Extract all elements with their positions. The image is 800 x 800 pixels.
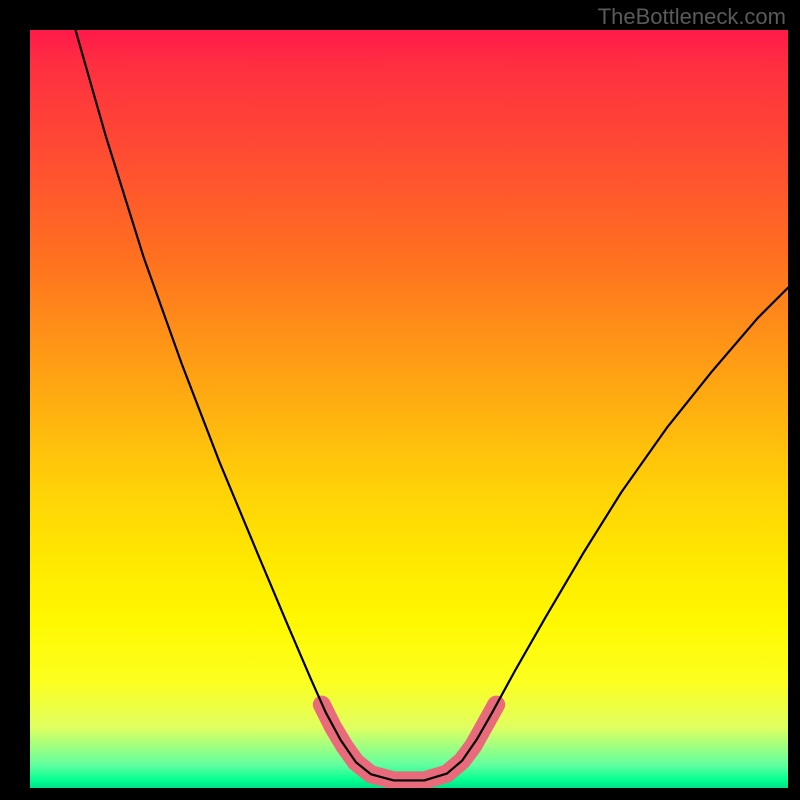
curve-layer	[30, 30, 788, 788]
highlight-band	[322, 705, 496, 781]
bottleneck-curve	[75, 30, 788, 780]
watermark: TheBottleneck.com	[598, 4, 786, 30]
figure-frame: TheBottleneck.com	[0, 0, 800, 800]
plot-area	[30, 30, 788, 788]
